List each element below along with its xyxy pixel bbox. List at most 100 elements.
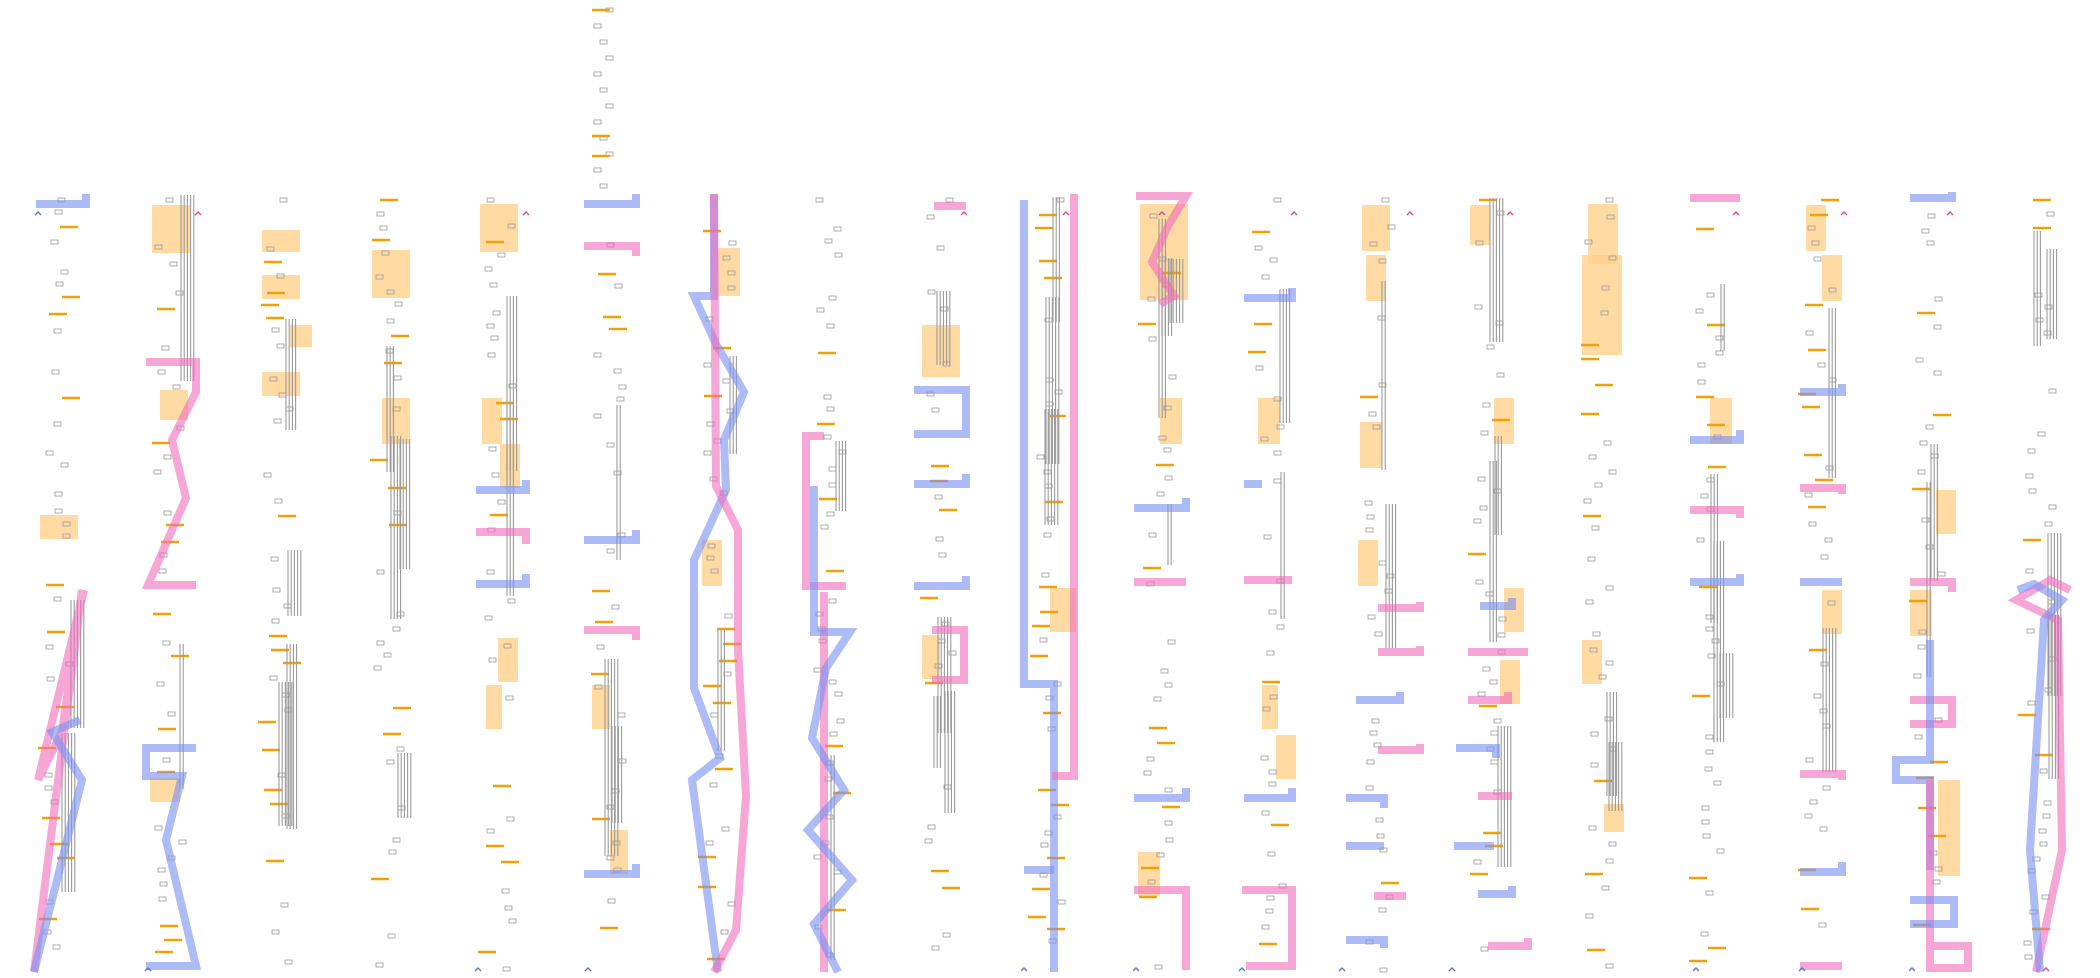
hit-box-t12 [1276, 624, 1285, 630]
hit-box-t11 [1154, 964, 1163, 970]
hit-box-t16 [1702, 833, 1711, 839]
hit-box-t4 [375, 962, 384, 968]
hit-box-t15 [1604, 716, 1613, 722]
hit-box-t14 [1497, 632, 1506, 638]
hit-box-t2 [162, 640, 171, 646]
hit-box-t4 [393, 375, 402, 381]
hit-box-t12 [1266, 895, 1275, 901]
hit-box-t18 [1934, 296, 1943, 302]
pink-route-t11-27 [1136, 192, 1194, 308]
route-end-caret-2 [144, 967, 152, 972]
route-end-caret-11 [1158, 211, 1166, 216]
hit-box-t4 [383, 652, 392, 658]
hit-box-t10 [1041, 572, 1050, 578]
hit-box-t7 [723, 671, 732, 677]
hit-box-t18 [1919, 440, 1928, 446]
highlight-block-t3-1 [262, 230, 300, 252]
hit-box-t2 [154, 244, 163, 250]
highlight-block-t13-4 [1366, 255, 1386, 301]
hit-box-t11 [1156, 852, 1165, 858]
route-end-caret-6 [584, 967, 592, 972]
hit-box-t3 [279, 197, 288, 203]
hit-box-t2 [153, 469, 162, 475]
hit-box-t12 [1268, 781, 1277, 787]
hit-box-t15 [1592, 631, 1601, 637]
hit-box-t3 [273, 418, 282, 424]
hit-box-t14 [1486, 344, 1495, 350]
highlight-block-t9-2 [922, 635, 940, 679]
hit-box-t1 [62, 533, 71, 539]
hit-box-t6 [606, 855, 615, 861]
pink-route-t18-64 [1910, 578, 1956, 592]
hit-box-t8 [826, 511, 835, 517]
hit-box-t14 [1474, 304, 1483, 310]
hit-box-t2 [154, 825, 163, 831]
hit-box-t14 [1490, 759, 1499, 765]
hit-box-t2 [162, 757, 171, 763]
hit-box-t5 [488, 657, 497, 663]
hit-box-t10 [1043, 532, 1052, 538]
hit-box-t15 [1588, 825, 1597, 831]
highlight-block-t12-1 [1258, 398, 1280, 444]
hit-box-t4 [386, 759, 395, 765]
hit-box-t18 [1913, 673, 1922, 679]
hit-box-t18 [1914, 734, 1923, 740]
route-end-caret-19 [1732, 211, 1740, 216]
hit-box-t14 [1482, 666, 1491, 672]
hit-box-t7 [709, 782, 718, 788]
path-layer [30, 192, 2072, 974]
blue-route-t17-57 [1800, 384, 1846, 396]
pink-route-t13-37 [1378, 602, 1424, 612]
hit-box-t6-top [593, 71, 602, 77]
hit-box-t13 [1375, 817, 1384, 823]
hit-box-t13 [1368, 411, 1377, 417]
route-end-caret-16 [1448, 967, 1456, 972]
hit-box-t11 [1158, 435, 1167, 441]
highlight-block-t18-2 [1936, 490, 1956, 534]
hit-box-t6 [612, 840, 621, 846]
hit-box-t5 [501, 888, 510, 894]
hit-box-t13 [1366, 514, 1375, 520]
hit-box-t9 [924, 838, 933, 844]
highlight-block-t17-3 [1822, 590, 1842, 634]
hit-box-t4 [376, 211, 385, 217]
hit-box-t15 [1600, 310, 1609, 316]
pink-route-t6-11 [584, 626, 640, 640]
blue-route-t14-48 [1456, 744, 1500, 758]
pink-route-t12-36 [1242, 886, 1296, 970]
route-end-caret-3 [194, 211, 202, 216]
hit-box-t7 [722, 378, 731, 384]
hit-box-t11 [1163, 447, 1172, 453]
hit-box-t8 [829, 731, 838, 737]
hit-box-t16 [1715, 350, 1724, 356]
hit-box-t5 [507, 223, 516, 229]
highlight-block-t17-1 [1806, 205, 1826, 251]
hit-box-t17 [1808, 521, 1817, 527]
hit-box-t1 [50, 239, 59, 245]
hit-box-t19 [2044, 521, 2053, 527]
hit-box-t19 [2037, 431, 2046, 437]
hit-box-t19 [2028, 488, 2037, 494]
hit-box-t2 [165, 197, 174, 203]
hit-box-t19 [2043, 800, 2052, 806]
hit-box-t12 [1261, 924, 1270, 930]
hit-box-t1 [54, 209, 63, 215]
hit-box-t6-top [593, 167, 602, 173]
tick-layer [38, 7, 2062, 973]
hit-box-t4 [392, 837, 401, 843]
hit-box-t9 [927, 824, 936, 830]
hit-box-t16 [1697, 379, 1706, 385]
blue-route-t12-35 [1244, 788, 1296, 802]
hit-box-t13 [1364, 500, 1373, 506]
hit-box-t19 [2046, 211, 2055, 217]
blue-route-t13-44 [1346, 936, 1388, 948]
hit-box-t17 [1822, 785, 1831, 791]
hit-box-t8 [813, 854, 822, 860]
hit-box-t10 [1057, 899, 1066, 905]
route-end-caret-14 [1338, 967, 1346, 972]
hit-box-t11 [1164, 682, 1173, 688]
hit-box-t2 [157, 867, 166, 873]
blue-route-t8-18 [802, 486, 858, 974]
hit-box-t14 [1480, 430, 1489, 436]
